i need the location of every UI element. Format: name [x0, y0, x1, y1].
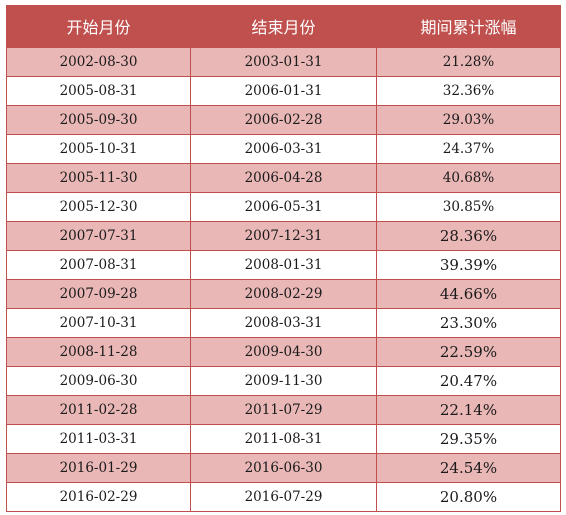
- start-month-cell: 2011-02-28: [6, 395, 191, 425]
- gain-table: 开始月份 结束月份 期间累计涨幅 2002-08-30 2003-01-31 21.…: [6, 5, 561, 512]
- cumulative-gain-cell: 21.28%: [376, 47, 561, 77]
- start-month-cell: 2007-08-31: [6, 250, 191, 280]
- start-month-cell: 2011-03-31: [6, 424, 191, 454]
- table-body: 2002-08-30 2003-01-31 21.28% 2005-08-31 2006…: [6, 47, 561, 512]
- end-month-cell: 2006-05-31: [190, 192, 377, 222]
- table-row: 2005-08-31 2006-01-31 32.36%: [6, 76, 561, 106]
- header-row: 开始月份 结束月份 期间累计涨幅: [6, 5, 561, 48]
- table-row: 2016-02-29 2016-07-29 20.80%: [6, 482, 561, 512]
- table-row: 2005-12-30 2006-05-31 30.85%: [6, 192, 561, 222]
- start-month-cell: 2005-10-31: [6, 134, 191, 164]
- start-month-cell: 2005-08-31: [6, 76, 191, 106]
- end-month-cell: 2006-03-31: [190, 134, 377, 164]
- table-row: 2008-11-28 2009-04-30 22.59%: [6, 337, 561, 367]
- end-month-cell: 2008-01-31: [190, 250, 377, 280]
- cumulative-gain-cell: 28.36%: [376, 221, 561, 251]
- end-month-cell: 2006-04-28: [190, 163, 377, 193]
- start-month-cell: 2007-09-28: [6, 279, 191, 309]
- end-month-cell: 2016-06-30: [190, 453, 377, 483]
- end-month-cell: 2008-03-31: [190, 308, 377, 338]
- cumulative-gain-cell: 22.59%: [376, 337, 561, 367]
- cumulative-gain-cell: 30.85%: [376, 192, 561, 222]
- cumulative-gain-cell: 24.37%: [376, 134, 561, 164]
- cumulative-gain-cell: 40.68%: [376, 163, 561, 193]
- start-month-cell: 2007-10-31: [6, 308, 191, 338]
- cumulative-gain-cell: 23.30%: [376, 308, 561, 338]
- cumulative-gain-cell: 29.35%: [376, 424, 561, 454]
- cumulative-gain-cell: 20.47%: [376, 366, 561, 396]
- table-row: 2007-09-28 2008-02-29 44.66%: [6, 279, 561, 309]
- cumulative-gain-cell: 44.66%: [376, 279, 561, 309]
- start-month-cell: 2005-11-30: [6, 163, 191, 193]
- table-row: 2016-01-29 2016-06-30 24.54%: [6, 453, 561, 483]
- end-month-cell: 2011-08-31: [190, 424, 377, 454]
- header-start-month: 开始月份: [6, 5, 191, 48]
- cumulative-gain-cell: 29.03%: [376, 105, 561, 135]
- table-row: 2002-08-30 2003-01-31 21.28%: [6, 47, 561, 77]
- table-row: 2007-07-31 2007-12-31 28.36%: [6, 221, 561, 251]
- start-month-cell: 2007-07-31: [6, 221, 191, 251]
- end-month-cell: 2009-11-30: [190, 366, 377, 396]
- start-month-cell: 2002-08-30: [6, 47, 191, 77]
- start-month-cell: 2005-09-30: [6, 105, 191, 135]
- cumulative-gain-cell: 39.39%: [376, 250, 561, 280]
- end-month-cell: 2016-07-29: [190, 482, 377, 512]
- cumulative-gain-cell: 24.54%: [376, 453, 561, 483]
- table-row: 2005-09-30 2006-02-28 29.03%: [6, 105, 561, 135]
- end-month-cell: 2008-02-29: [190, 279, 377, 309]
- end-month-cell: 2006-02-28: [190, 105, 377, 135]
- end-month-cell: 2011-07-29: [190, 395, 377, 425]
- start-month-cell: 2009-06-30: [6, 366, 191, 396]
- table-row: 2009-06-30 2009-11-30 20.47%: [6, 366, 561, 396]
- cumulative-gain-cell: 22.14%: [376, 395, 561, 425]
- table-header: 开始月份 结束月份 期间累计涨幅: [6, 5, 561, 48]
- start-month-cell: 2016-01-29: [6, 453, 191, 483]
- table-row: 2011-02-28 2011-07-29 22.14%: [6, 395, 561, 425]
- start-month-cell: 2008-11-28: [6, 337, 191, 367]
- table-row: 2007-08-31 2008-01-31 39.39%: [6, 250, 561, 280]
- end-month-cell: 2006-01-31: [190, 76, 377, 106]
- gain-table-container: 开始月份 结束月份 期间累计涨幅 2002-08-30 2003-01-31 21.…: [6, 5, 561, 512]
- end-month-cell: 2007-12-31: [190, 221, 377, 251]
- header-end-month: 结束月份: [190, 5, 377, 48]
- start-month-cell: 2005-12-30: [6, 192, 191, 222]
- table-row: 2005-10-31 2006-03-31 24.37%: [6, 134, 561, 164]
- start-month-cell: 2016-02-29: [6, 482, 191, 512]
- header-cumulative-gain: 期间累计涨幅: [376, 5, 561, 48]
- table-row: 2005-11-30 2006-04-28 40.68%: [6, 163, 561, 193]
- table-row: 2011-03-31 2011-08-31 29.35%: [6, 424, 561, 454]
- end-month-cell: 2009-04-30: [190, 337, 377, 367]
- cumulative-gain-cell: 20.80%: [376, 482, 561, 512]
- end-month-cell: 2003-01-31: [190, 47, 377, 77]
- cumulative-gain-cell: 32.36%: [376, 76, 561, 106]
- table-row: 2007-10-31 2008-03-31 23.30%: [6, 308, 561, 338]
